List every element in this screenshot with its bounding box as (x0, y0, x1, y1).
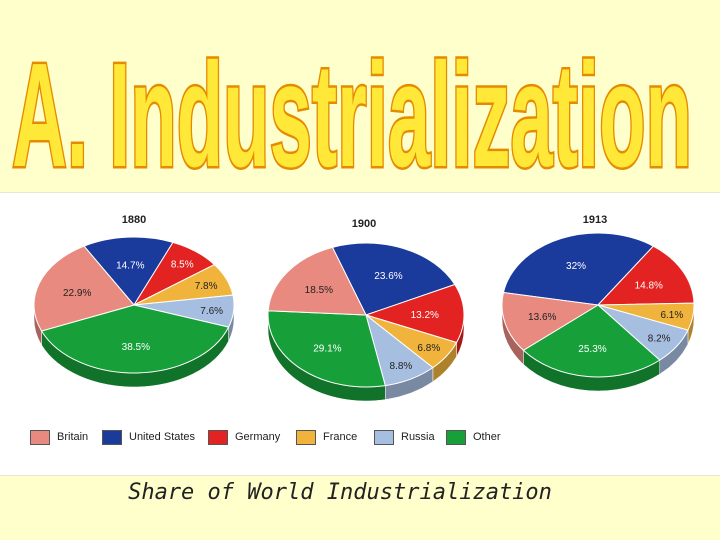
pie-slice-germany (364, 283, 465, 344)
legend-label: France (323, 431, 358, 443)
legend-swatch (208, 429, 228, 445)
pie-value-label: 13.2% (411, 310, 439, 321)
pie-value-label: 6.8% (417, 343, 440, 354)
legend-item-france: France (296, 425, 357, 449)
pie-value-label: 13.6% (528, 312, 556, 323)
pie-slice-germany (596, 245, 695, 306)
legend-item-other: Other (446, 425, 501, 449)
pie-1900: 23.6% 13.2% 6.8% 8.8% 29.1% 18.5% 1900 (267, 218, 465, 402)
legend-item-britain: Britain (30, 425, 88, 449)
pie-slice-other (522, 304, 661, 378)
pie-slice-other (267, 310, 386, 388)
pie-value-label: 14.7% (116, 260, 144, 271)
legend-swatch (296, 429, 316, 445)
legend-swatch (30, 429, 50, 445)
pie-value-label: 7.8% (195, 281, 218, 292)
pie-title: 1880 (122, 214, 146, 226)
legend-item-united-states: United States (102, 425, 195, 449)
pie-value-label: 8.8% (390, 361, 413, 372)
pie-value-label: 18.5% (305, 285, 333, 296)
pie-value-label: 32% (566, 261, 586, 272)
chart-panel: 14.7% 8.5% 7.8% 7.6% 38.5% 22.9% 1880 23.6% 13.2… (0, 192, 720, 476)
pie-value-label: 25.3% (578, 344, 606, 355)
pie-value-label: 14.8% (635, 281, 663, 292)
pie-1913: 32% 14.8% 6.1% 8.2% 25.3% 13.6% 1913 (501, 214, 695, 392)
pie-title: 1913 (583, 214, 607, 226)
legend-item-germany: Germany (208, 425, 280, 449)
pie-value-label: 8.5% (171, 259, 194, 270)
pie-value-label: 22.9% (63, 288, 91, 299)
legend-item-russia: Russia (374, 425, 435, 449)
pie-value-label: 6.1% (660, 310, 683, 321)
slide-title: A. Industrialization (10, 31, 695, 187)
pie-slice-britain (33, 245, 135, 332)
pie-slice-united-states (331, 242, 456, 316)
pie-value-label: 29.1% (313, 344, 341, 355)
pie-slice-united-states (83, 236, 174, 306)
legend-label: Britain (57, 431, 89, 443)
caption: Share of World Industrialization (128, 480, 552, 505)
legend-label: United States (129, 431, 196, 443)
pie-charts: 14.7% 8.5%7.8% 7.6% 38.5% 22.9% 1880 23.6% 13.2… (33, 214, 695, 402)
pie-1880: 14.7% 8.5%7.8% 7.6% 38.5% 22.9% 1880 (33, 214, 235, 388)
pie-title: 1900 (352, 218, 376, 230)
pie-slice-britain (267, 246, 367, 316)
legend-swatch (446, 429, 466, 445)
legend-label: Germany (235, 431, 281, 443)
pie-value-label: 8.2% (648, 333, 671, 344)
title-text: A. Industrialization (12, 33, 692, 186)
pie-value-label: 38.5% (122, 342, 150, 353)
legend-swatch (374, 429, 394, 445)
legend-swatch (102, 429, 122, 445)
pie-slice-united-states (502, 232, 655, 306)
pie-value-label: 23.6% (374, 271, 402, 282)
legend: Britain United States Germany France Russia O… (30, 425, 700, 449)
legend-label: Russia (401, 431, 435, 443)
pie-value-label: 7.6% (200, 306, 223, 317)
pie-slice-other (40, 304, 230, 374)
legend-label: Other (473, 431, 501, 443)
pie-slice-britain (501, 291, 600, 351)
